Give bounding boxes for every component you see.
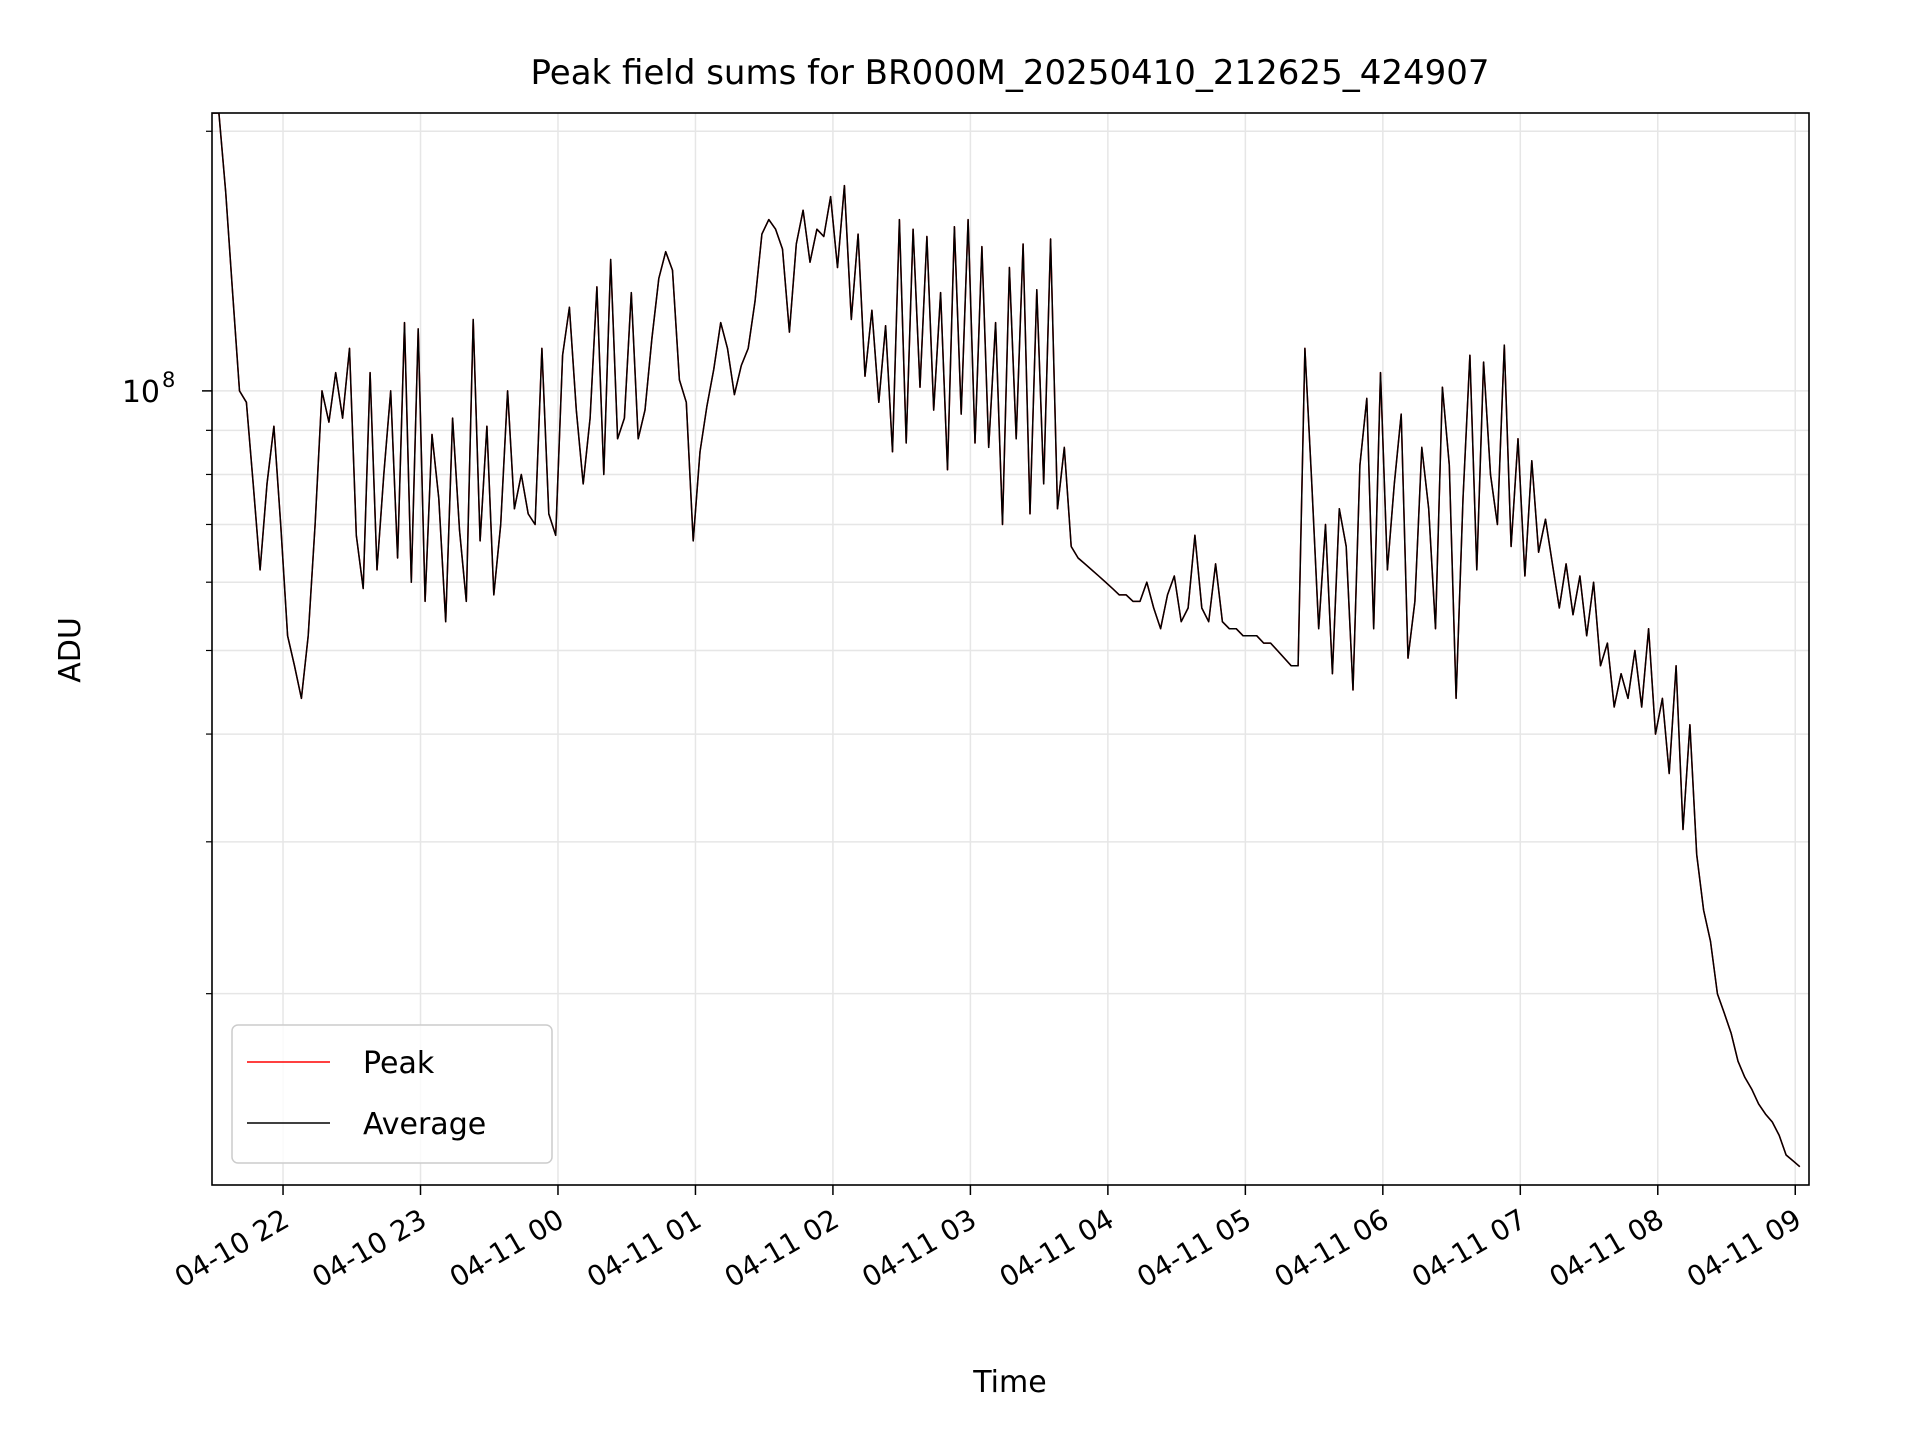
plot-frame	[211, 112, 1810, 1186]
series-layer	[212, 113, 1801, 1168]
y-axis-label: ADU	[53, 617, 88, 683]
chart-title: Peak field sums for BR000M_20250410_2126…	[531, 53, 1490, 93]
x-axis-label: Time	[972, 1365, 1046, 1400]
y-axis-ticks: 10 8	[122, 130, 212, 995]
grid	[212, 113, 1809, 1185]
series-line-average	[212, 113, 1801, 1168]
y-tick-label-exponent: 8	[162, 368, 175, 392]
y-tick-label-base: 10	[122, 375, 160, 410]
legend-label-peak: Peak	[363, 1046, 435, 1081]
legend-label-average: Average	[363, 1107, 486, 1142]
legend-box	[231, 1024, 553, 1164]
legend: Peak Average	[231, 1024, 553, 1164]
